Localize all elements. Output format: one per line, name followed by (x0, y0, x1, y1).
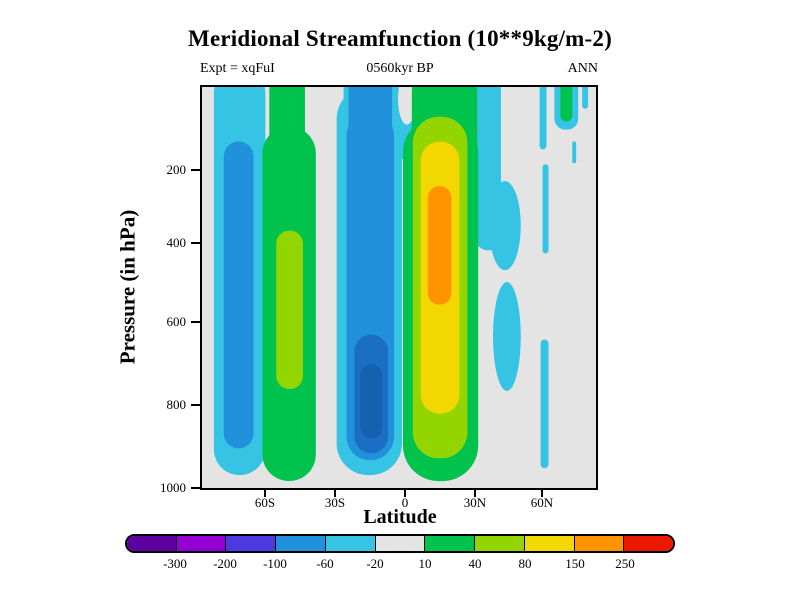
x-tick-mark (264, 490, 266, 497)
contour-band-hadley-orange-core (427, 186, 452, 305)
colorbar-segment (175, 536, 226, 551)
contour-plot (202, 87, 596, 488)
y-tick-label: 800 (166, 397, 187, 412)
y-tick-mark (191, 487, 200, 489)
x-tick-mark (541, 490, 543, 497)
colorbar-level-label: -300 (163, 556, 187, 571)
contour-patch-north-cyan-lower (493, 282, 521, 391)
y-tick-label: 200 (166, 162, 187, 177)
x-tick-mark (474, 490, 476, 497)
contour-streak-60n-low (540, 339, 549, 469)
x-tick-label: 30N (463, 495, 487, 510)
y-tick-label: 400 (166, 235, 187, 250)
time-label: 0560kyr BP (366, 61, 434, 76)
season-label: ANN (567, 61, 598, 76)
colorbar-segment (324, 536, 375, 551)
y-tick-mark (191, 404, 200, 406)
contour-speck-80n-cyan (582, 87, 589, 109)
x-tick-label: 30S (324, 495, 346, 510)
x-tick-label: 60N (530, 495, 554, 510)
contour-notch-gray (398, 87, 416, 125)
colorbar-segment (523, 536, 574, 551)
y-tick-mark (191, 169, 200, 171)
plot-area (200, 85, 598, 490)
colorbar-level-label: 40 (468, 556, 482, 571)
contour-patch-north-cyan-upper (489, 181, 521, 271)
x-tick-label: 60S (254, 495, 276, 510)
x-tick-mark (334, 490, 336, 497)
experiment-label: Expt = xqFuI (200, 61, 275, 76)
contour-streak-60n-mid (542, 164, 549, 254)
colorbar-level-label: 250 (615, 556, 635, 571)
x-axis-title: Latitude (363, 506, 437, 528)
colorbar-segment (374, 536, 425, 551)
contour-streak-60n-top (539, 87, 547, 150)
y-tick-mark (191, 242, 200, 244)
colorbar-segment (275, 536, 325, 551)
chart-title: Meridional Streamfunction (10**9kg/m-2) (188, 26, 612, 51)
contour-patch-70n-green (560, 87, 573, 122)
colorbar-segment (474, 536, 524, 551)
y-tick-label: 1000 (160, 480, 186, 495)
colorbar-segment (127, 536, 176, 551)
colorbar-segment (573, 536, 624, 551)
colorbar-level-label: -100 (263, 556, 287, 571)
colorbar-level-label: -60 (316, 556, 334, 571)
colorbar-level-label: 10 (418, 556, 432, 571)
x-tick-mark (404, 490, 406, 497)
colorbar-level-label: -20 (366, 556, 384, 571)
y-tick-label: 600 (166, 314, 187, 329)
x-tick-label: 0 (401, 495, 409, 510)
colorbar-segment (623, 536, 673, 551)
contour-band-tropics-deepblue-core (360, 364, 383, 439)
colorbar (125, 534, 675, 553)
y-axis-title: Pressure (in hPa) (115, 209, 140, 365)
contour-band-antarctic-blue (223, 141, 254, 449)
colorbar-level-label: 150 (565, 556, 585, 571)
colorbar-segment (424, 536, 475, 551)
colorbar-level-label: -200 (213, 556, 237, 571)
colorbar-level-label: 80 (518, 556, 532, 571)
contour-speck-75n-cyan (572, 141, 577, 164)
y-tick-mark (191, 321, 200, 323)
contour-band-south-yellowgreen-core (276, 230, 303, 389)
colorbar-segment (225, 536, 276, 551)
